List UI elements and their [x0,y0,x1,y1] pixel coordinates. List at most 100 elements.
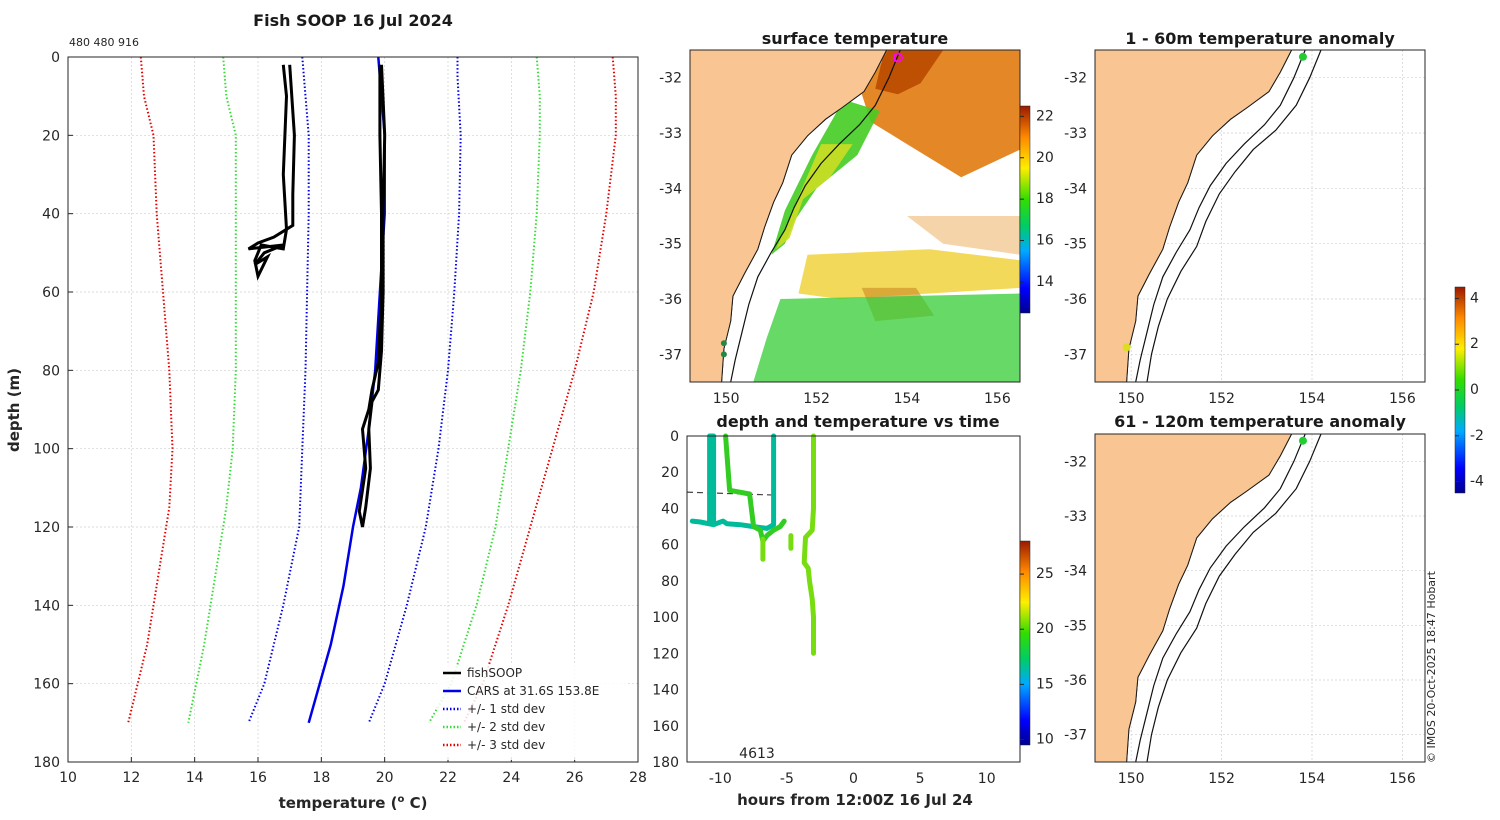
anomaly-top-ytick-label: -36 [1064,292,1087,308]
legend-label: fishSOOP [467,666,522,680]
depth-time-ytick-label: 60 [661,538,679,554]
anomaly-top-anomaly-point [1298,52,1307,61]
anomaly-colorbar-label: 4 [1470,290,1479,306]
anomaly-top-title: 1 - 60m temperature anomaly [1125,29,1395,48]
anomaly-top-frame [1094,49,1426,383]
anomaly-bottom-ytick-label: -36 [1064,673,1087,689]
anomaly-colorbar-label: -2 [1470,428,1484,444]
sst-panel: surface temperature 150 152 154 156 -32 -33 -3… [659,29,1054,407]
depth-time-ytick-label: 80 [661,574,679,590]
profile-xtick-label: 10 [59,770,77,786]
anomaly-top-ytick-label: -33 [1064,126,1087,142]
depth-time-ytick-label: 100 [652,610,679,626]
profile-series-std1-left [247,56,310,724]
anomaly-bottom-ytick-label: -35 [1064,618,1087,634]
profile-ytick-label: 120 [33,520,60,536]
anomaly-top-body [1094,49,1425,383]
legend-label: +/- 1 std dev [467,702,545,716]
depth-time-body [686,433,816,656]
sst-coastal-point [720,340,727,347]
anomaly-colorbar-label: -4 [1470,474,1484,490]
sst-ticks: 150 152 154 156 -32 -33 -34 -35 -36 -37 [659,71,1011,407]
sst-colorbar [1019,105,1031,314]
sst-map-body [689,49,1020,383]
depth-time-ytick-label: 120 [652,646,679,662]
sst-ytick-label: -33 [659,126,682,142]
profile-series-std2-left [187,56,237,723]
depth-time-title: depth and temperature vs time [716,412,999,431]
anomaly-top-xtick-label: 150 [1118,391,1145,407]
sst-ytick-label: -35 [659,237,682,253]
anomaly-bottom-panel: 61 - 120m temperature anomaly 150 152 154 1… [1064,412,1426,787]
depth-time-xtick-label: 5 [916,771,925,787]
profile-xtick-label: 12 [122,770,140,786]
profile-ytick-label: 160 [33,677,60,693]
profile-series [127,56,617,724]
anomaly-top-ytick-label: -34 [1064,181,1087,197]
profile-ytick-label: 180 [33,755,60,771]
depth-time-track [689,433,777,531]
sst-colorbar-label: 20 [1036,150,1054,166]
anomaly-top-ytick-label: -35 [1064,237,1087,253]
profile-ytick-label: 140 [33,598,60,614]
anomaly-bottom-xtick-label: 154 [1299,771,1326,787]
anomaly-top-land-overlay [1094,49,1293,383]
anomaly-top-isobath-inner [1135,49,1306,383]
anomaly-top-xtick-label: 152 [1208,391,1235,407]
depth-time-ytick-label: 140 [652,683,679,699]
depth-time-frame [686,435,1021,763]
legend-label: +/- 3 std dev [467,738,545,752]
depth-time-xtick-label: 0 [849,771,858,787]
anomaly-bottom-isobath-inner [1135,433,1306,763]
depth-time-panel: depth and temperature vs time -10 -5 0 5 100… [652,412,1054,809]
anomaly-top-ytick-label: -37 [1064,347,1087,363]
profile-xtick-label: 28 [629,770,647,786]
sst-field-region [907,216,1020,255]
sst-location-marker [892,52,903,63]
legend-label: CARS at 31.6S 153.8E [467,684,599,698]
sst-xtick-label: 150 [713,391,740,407]
depth-time-colorbar-label: 15 [1036,676,1054,692]
profile-series-std2-right [428,56,541,724]
depth-time-xtick-label: 10 [978,771,996,787]
sst-xtick-label: 154 [894,391,921,407]
sst-title: surface temperature [762,29,949,48]
sst-field-region [875,50,944,95]
sst-land-overlay [689,49,888,383]
anomaly-bottom-ytick-label: -33 [1064,509,1087,525]
profile-xtick-label: 14 [186,770,204,786]
depth-time-ytick-label: 40 [661,501,679,517]
profile-series-std3-right [462,56,617,724]
sst-colorbar-label: 22 [1036,108,1054,124]
depth-time-xtick-label: -5 [780,771,794,787]
profile-xtick-label: 18 [312,770,330,786]
profile-xtick-label: 22 [439,770,457,786]
profile-ytick-label: 100 [33,442,60,458]
depth-time-xtick-label: -10 [709,771,732,787]
anomaly-top-anomaly-point [1122,343,1131,352]
anomaly-bottom-xtick-label: 152 [1208,771,1235,787]
anomaly-colorbar-label: 0 [1470,382,1479,398]
anomaly-top-panel: 1 - 60m temperature anomaly 150 152 154 156… [1064,29,1426,407]
sst-field-region [775,144,853,250]
sst-colorbar-label: 14 [1036,274,1054,290]
anomaly-bottom-land-overlay [1094,433,1293,763]
profile-ytick-label: 20 [42,128,60,144]
anomaly-bottom-title: 61 - 120m temperature anomaly [1114,412,1406,431]
sst-ytick-label: -36 [659,292,682,308]
depth-time-dashed-line [686,491,777,496]
anomaly-bottom-xtick-label: 156 [1389,771,1416,787]
legend-box [437,665,627,760]
anomaly-colorbar-label: 2 [1470,336,1479,352]
depth-time-track [723,433,787,544]
profile-series-fishsoop-2 [357,64,387,528]
anomaly-top-xtick-label: 156 [1389,391,1416,407]
profile-title: Fish SOOP 16 Jul 2024 [253,11,453,30]
depth-time-colorbar [1019,540,1031,746]
profile-id-label: 480 480 916 [69,36,139,49]
sst-field-region [753,293,1020,382]
anomaly-top-ytick-label: -32 [1064,71,1087,87]
sst-colorbar-label: 16 [1036,233,1054,249]
sst-xtick-label: 152 [803,391,830,407]
